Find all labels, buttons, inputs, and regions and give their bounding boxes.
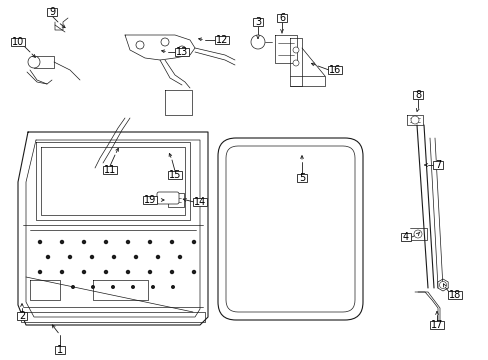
Text: 9: 9 <box>49 7 55 17</box>
Circle shape <box>46 255 50 259</box>
Text: 17: 17 <box>430 320 442 330</box>
Circle shape <box>38 240 42 244</box>
Circle shape <box>131 285 135 289</box>
Circle shape <box>125 240 130 244</box>
Text: 5: 5 <box>298 173 305 183</box>
Bar <box>276 14 286 22</box>
Bar <box>55 346 65 354</box>
Text: 14: 14 <box>193 197 206 207</box>
Text: 8: 8 <box>414 90 420 100</box>
Bar <box>215 36 228 44</box>
Circle shape <box>103 240 108 244</box>
Circle shape <box>38 270 42 274</box>
Bar <box>175 48 189 56</box>
Text: 19: 19 <box>143 195 156 205</box>
Text: 10: 10 <box>12 37 24 47</box>
Circle shape <box>439 282 446 288</box>
Text: 18: 18 <box>448 290 460 300</box>
Circle shape <box>103 270 108 274</box>
Circle shape <box>136 41 143 49</box>
Circle shape <box>178 255 182 259</box>
Circle shape <box>68 255 72 259</box>
Bar <box>400 233 410 241</box>
Bar <box>168 171 182 179</box>
Circle shape <box>134 255 138 259</box>
Text: 2: 2 <box>19 311 25 321</box>
Circle shape <box>81 270 86 274</box>
Circle shape <box>169 240 174 244</box>
Text: 6: 6 <box>278 13 285 23</box>
Bar <box>412 91 423 99</box>
Circle shape <box>410 116 418 124</box>
Circle shape <box>60 270 64 274</box>
Bar <box>47 8 57 16</box>
Circle shape <box>250 35 264 49</box>
Bar <box>447 291 461 299</box>
Text: 1: 1 <box>57 345 63 355</box>
Circle shape <box>191 240 196 244</box>
Bar <box>327 66 341 74</box>
FancyBboxPatch shape <box>157 192 179 204</box>
Text: 15: 15 <box>168 170 181 180</box>
Circle shape <box>91 285 95 289</box>
Text: 13: 13 <box>176 47 188 57</box>
Text: 16: 16 <box>328 65 341 75</box>
Circle shape <box>156 255 160 259</box>
Bar <box>103 166 117 174</box>
Circle shape <box>178 46 185 54</box>
Circle shape <box>292 60 298 66</box>
Text: 4: 4 <box>402 232 408 242</box>
Bar <box>252 18 263 26</box>
Circle shape <box>125 270 130 274</box>
Bar <box>193 198 206 206</box>
Bar <box>429 321 443 329</box>
Circle shape <box>111 285 115 289</box>
Bar <box>11 38 25 46</box>
Circle shape <box>28 56 40 68</box>
Circle shape <box>413 230 421 238</box>
FancyBboxPatch shape <box>218 138 362 320</box>
Circle shape <box>151 285 155 289</box>
Circle shape <box>112 255 116 259</box>
Text: 11: 11 <box>103 165 116 175</box>
Text: 3: 3 <box>254 17 261 27</box>
Circle shape <box>171 285 175 289</box>
Circle shape <box>147 270 152 274</box>
Bar <box>17 312 27 320</box>
Bar <box>142 196 157 204</box>
Bar <box>432 161 442 169</box>
FancyBboxPatch shape <box>225 146 354 312</box>
Bar <box>296 174 306 182</box>
Text: 7: 7 <box>434 160 440 170</box>
Circle shape <box>81 240 86 244</box>
Circle shape <box>71 285 75 289</box>
Circle shape <box>60 240 64 244</box>
Text: 12: 12 <box>215 35 228 45</box>
Circle shape <box>169 270 174 274</box>
Circle shape <box>191 270 196 274</box>
Circle shape <box>147 240 152 244</box>
Circle shape <box>292 47 298 53</box>
Circle shape <box>90 255 94 259</box>
Circle shape <box>161 38 169 46</box>
